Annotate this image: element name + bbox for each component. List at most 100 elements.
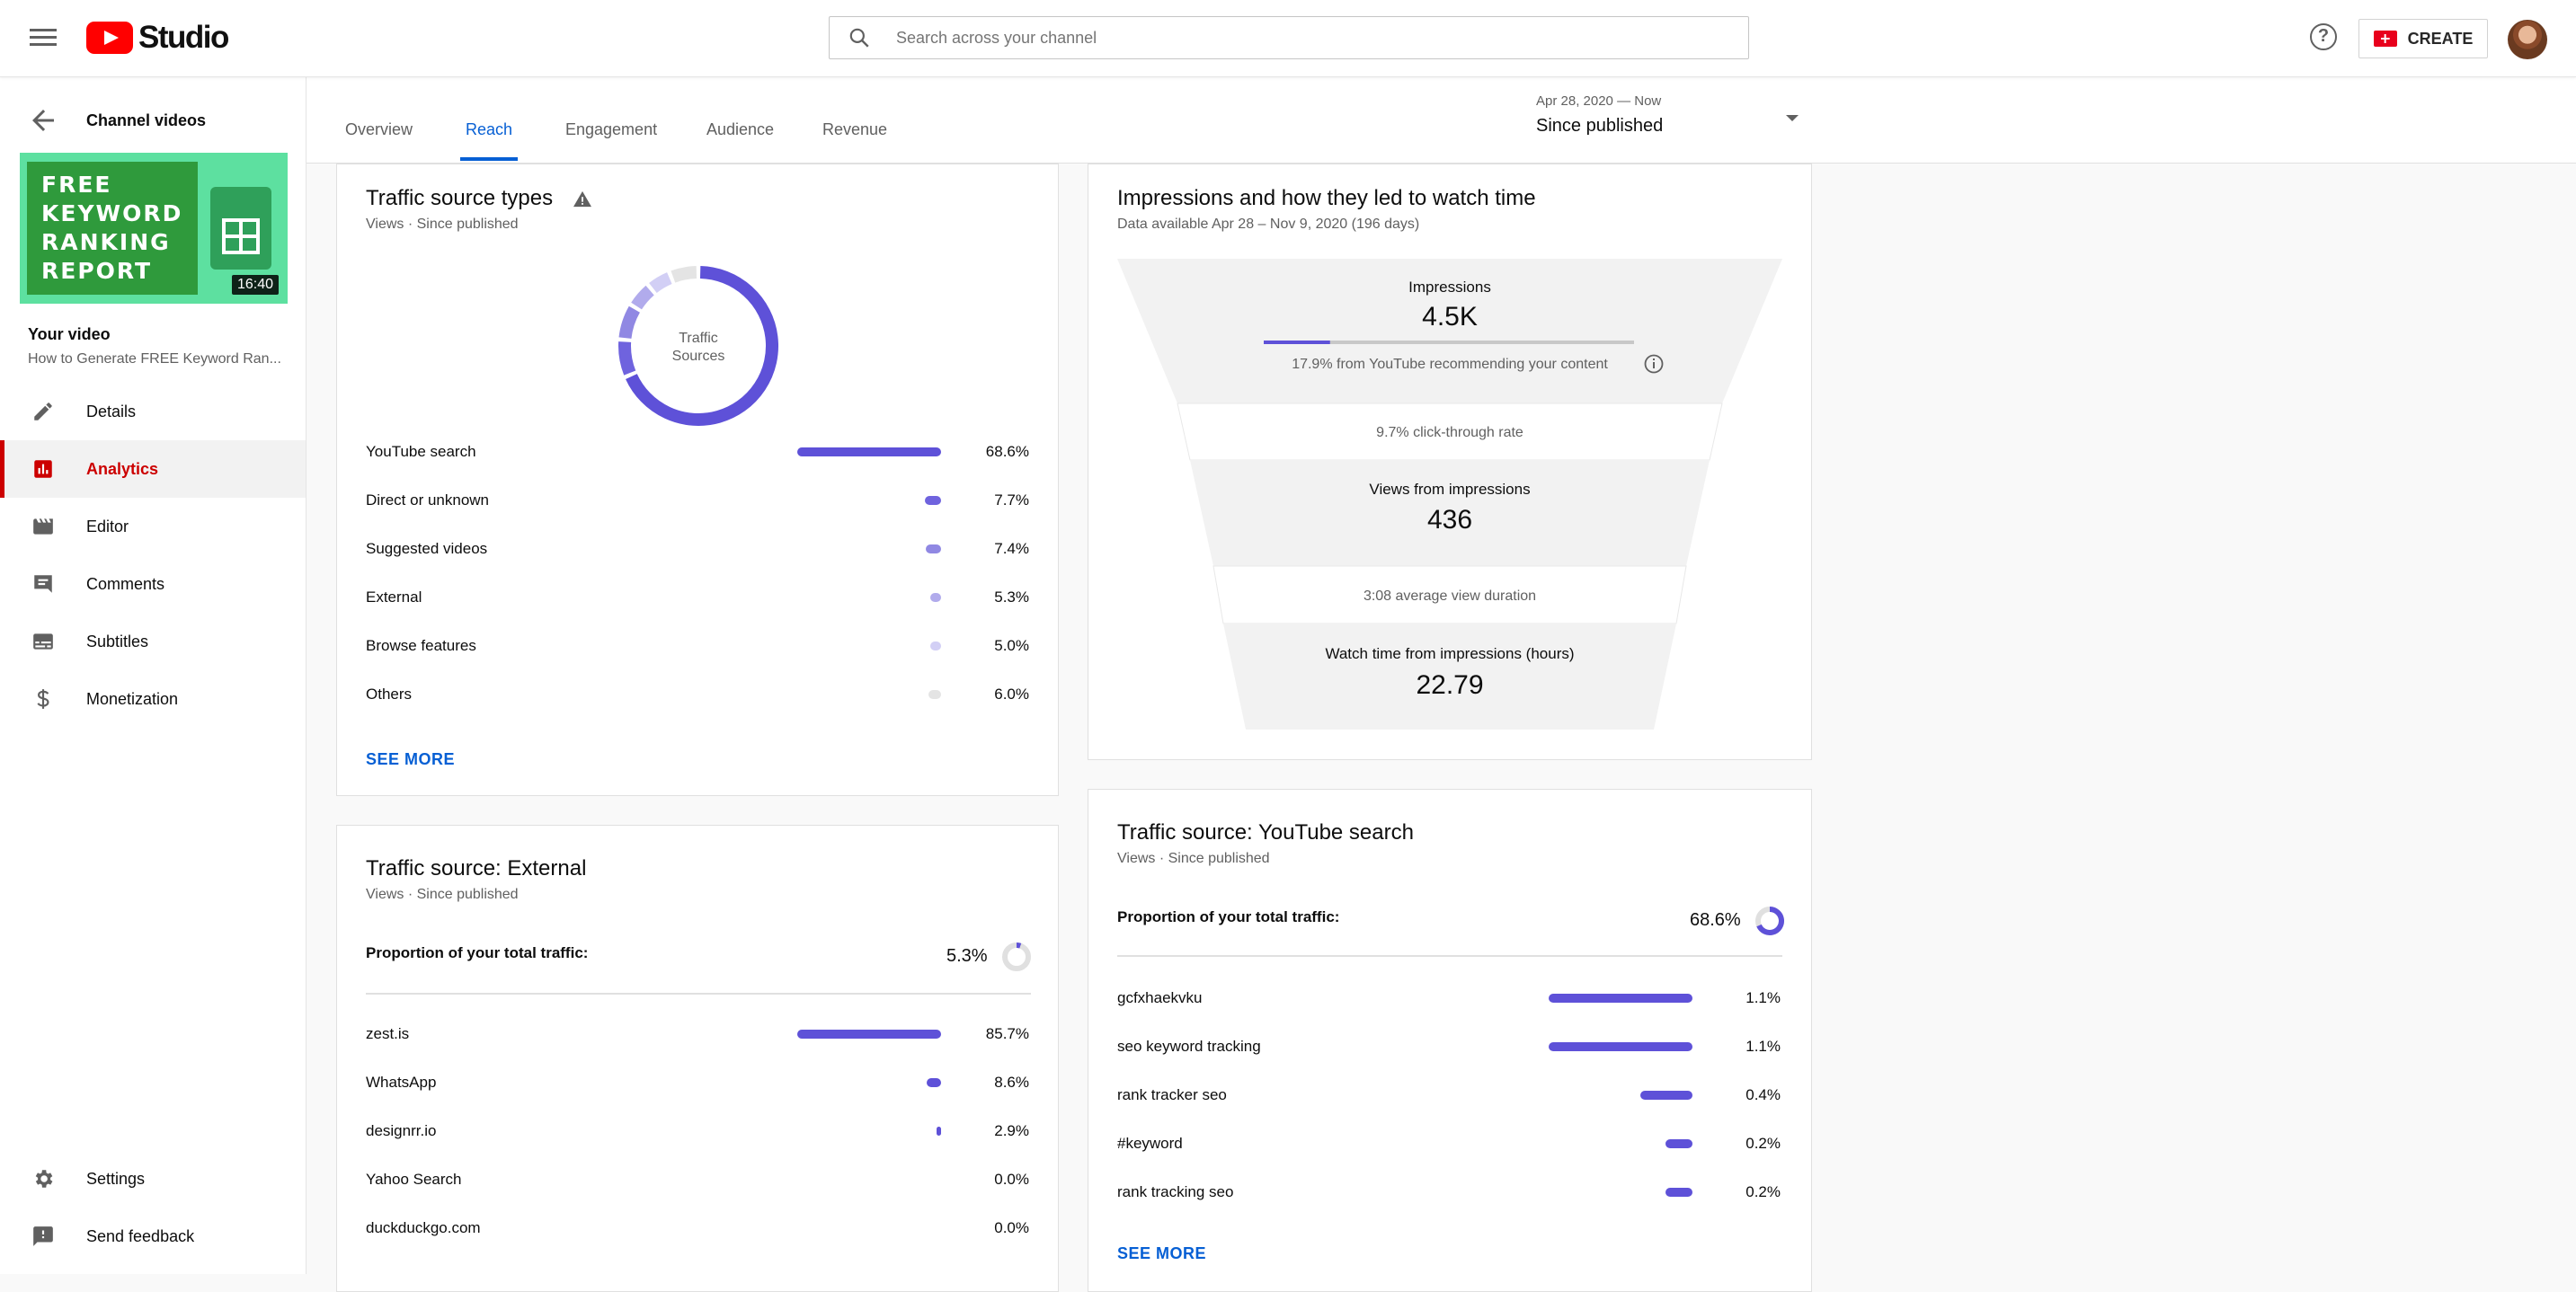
sidebar-item-label: Analytics bbox=[86, 459, 159, 478]
traffic-external-card: Traffic source: External Views · Since p… bbox=[336, 825, 1059, 1292]
row-value: 7.7% bbox=[994, 491, 1029, 509]
proportion-mini-donut bbox=[1002, 942, 1031, 971]
donut-slice bbox=[671, 266, 697, 283]
row-value: 7.4% bbox=[994, 540, 1029, 557]
gear-icon bbox=[31, 1166, 56, 1191]
sidebar-item-label: Details bbox=[86, 402, 137, 420]
subtitles-icon bbox=[31, 629, 56, 654]
traffic-source-types-card: Traffic source types Views · Since publi… bbox=[336, 164, 1059, 796]
row-bar bbox=[1639, 1091, 1692, 1100]
video-title: How to Generate FREE Keyword Ran... bbox=[28, 351, 281, 367]
row-value: 0.0% bbox=[994, 1219, 1029, 1236]
list-item: Browse features 5.0% bbox=[366, 637, 1031, 664]
tab-revenue[interactable]: Revenue bbox=[822, 120, 888, 138]
list-item: duckduckgo.com 0.0% bbox=[366, 1219, 1031, 1246]
list-item: Suggested videos 7.4% bbox=[366, 540, 1031, 567]
sidebar-item-settings[interactable]: Settings bbox=[0, 1150, 306, 1208]
sidebar-item-comments[interactable]: Comments bbox=[0, 555, 306, 613]
row-bar bbox=[1666, 1188, 1692, 1197]
sidebar-item-editor[interactable]: Editor bbox=[0, 498, 306, 555]
donut-slice bbox=[618, 305, 641, 340]
tab-reach[interactable]: Reach bbox=[466, 120, 513, 138]
row-label: gcfxhaekvku bbox=[1117, 989, 1203, 1006]
youtube-play-icon bbox=[86, 22, 133, 54]
row-bar bbox=[929, 593, 941, 602]
see-more-link[interactable]: SEE MORE bbox=[366, 750, 456, 768]
avatar[interactable] bbox=[2508, 20, 2547, 59]
sidebar-item-monetization[interactable]: Monetization bbox=[0, 670, 306, 728]
divider bbox=[366, 993, 1031, 995]
row-label: Browse features bbox=[366, 637, 476, 654]
list-item: WhatsApp 8.6% bbox=[366, 1074, 1031, 1101]
row-label: Suggested videos bbox=[366, 540, 488, 557]
date-range-selector[interactable]: Apr 28, 2020 — Now Since published bbox=[1536, 93, 1663, 137]
row-value: 1.1% bbox=[1745, 989, 1781, 1006]
sidebar-item-label: Subtitles bbox=[86, 632, 149, 650]
list-item: #keyword 0.2% bbox=[1117, 1135, 1782, 1162]
row-bar bbox=[797, 447, 941, 456]
row-value: 0.0% bbox=[994, 1171, 1029, 1188]
row-label: WhatsApp bbox=[366, 1074, 437, 1091]
active-tab-indicator bbox=[460, 157, 518, 161]
card-title: Traffic source: External bbox=[366, 856, 587, 881]
watch-time-value: 22.79 bbox=[1416, 670, 1483, 700]
help-icon[interactable]: ? bbox=[2310, 23, 2337, 50]
spreadsheet-icon bbox=[210, 187, 271, 270]
row-bar bbox=[797, 1030, 941, 1039]
tab-overview[interactable]: Overview bbox=[345, 120, 413, 138]
search-box[interactable] bbox=[829, 16, 1749, 59]
top-bar: Studio ? CREATE bbox=[0, 0, 2576, 77]
row-value: 85.7% bbox=[985, 1025, 1029, 1042]
sidebar-item-send-feedback[interactable]: Send feedback bbox=[0, 1208, 306, 1265]
tab-engagement[interactable]: Engagement bbox=[565, 120, 658, 138]
search-input[interactable] bbox=[896, 17, 1705, 58]
chevron-down-icon[interactable] bbox=[1786, 115, 1799, 121]
sidebar-nav: Details Analytics Editor Comments Subtit… bbox=[0, 383, 306, 728]
list-item: Yahoo Search 0.0% bbox=[366, 1171, 1031, 1198]
list-item: designrr.io 2.9% bbox=[366, 1122, 1031, 1149]
row-label: duckduckgo.com bbox=[366, 1219, 481, 1236]
sidebar-bottom-nav: Settings Send feedback bbox=[0, 1150, 306, 1265]
sidebar-item-subtitles[interactable]: Subtitles bbox=[0, 613, 306, 670]
card-title: Traffic source types bbox=[366, 186, 554, 210]
donut-slice bbox=[631, 285, 654, 310]
sidebar-item-analytics[interactable]: Analytics bbox=[0, 440, 306, 498]
card-subtitle: Views · Since published bbox=[366, 217, 519, 232]
avd-text: 3:08 average view duration bbox=[1364, 588, 1536, 604]
create-button[interactable]: CREATE bbox=[2358, 19, 2488, 58]
row-label: External bbox=[366, 588, 422, 606]
list-item: seo keyword tracking 1.1% bbox=[1117, 1038, 1782, 1065]
row-value: 5.0% bbox=[994, 637, 1029, 654]
views-value: 436 bbox=[1427, 505, 1472, 535]
row-value: 0.2% bbox=[1745, 1183, 1781, 1200]
video-thumbnail[interactable]: FREE KEYWORD RANKING REPORT 16:40 bbox=[20, 153, 288, 304]
row-label: rank tracker seo bbox=[1117, 1086, 1227, 1103]
impressions-funnel-card: Impressions and how they led to watch ti… bbox=[1088, 164, 1812, 760]
studio-logo[interactable]: Studio bbox=[86, 20, 229, 56]
list-item: rank tracking seo 0.2% bbox=[1117, 1183, 1782, 1210]
info-icon[interactable] bbox=[1644, 354, 1664, 374]
mini-donut-track bbox=[1002, 942, 1031, 971]
tab-audience[interactable]: Audience bbox=[706, 120, 775, 138]
card-subtitle: Views · Since published bbox=[1117, 851, 1270, 866]
proportion-label: Proportion of your total traffic: bbox=[1117, 908, 1340, 925]
sidebar-item-details[interactable]: Details bbox=[0, 383, 306, 440]
warning-icon[interactable] bbox=[573, 190, 592, 208]
funnel-views-stage bbox=[1190, 460, 1710, 566]
menu-icon[interactable] bbox=[30, 24, 57, 51]
row-bar bbox=[1549, 994, 1692, 1003]
thumbnail-line: KEYWORD bbox=[41, 200, 183, 226]
proportion-value: 68.6% bbox=[1690, 910, 1741, 930]
row-label: #keyword bbox=[1117, 1135, 1183, 1152]
your-video-label: Your video bbox=[28, 325, 111, 343]
see-more-link[interactable]: SEE MORE bbox=[1117, 1244, 1207, 1262]
donut-slice bbox=[649, 272, 672, 294]
search-icon bbox=[849, 28, 869, 48]
back-to-channel-videos[interactable]: Channel videos bbox=[27, 104, 206, 137]
list-item: gcfxhaekvku 1.1% bbox=[1117, 989, 1782, 1016]
row-value: 2.9% bbox=[994, 1122, 1029, 1139]
proportion-mini-donut bbox=[1755, 907, 1784, 935]
proportion-value: 5.3% bbox=[946, 946, 988, 966]
funnel-impressions-stage bbox=[1117, 259, 1782, 403]
sidebar: Channel videos FREE KEYWORD RANKING REPO… bbox=[0, 77, 306, 1274]
